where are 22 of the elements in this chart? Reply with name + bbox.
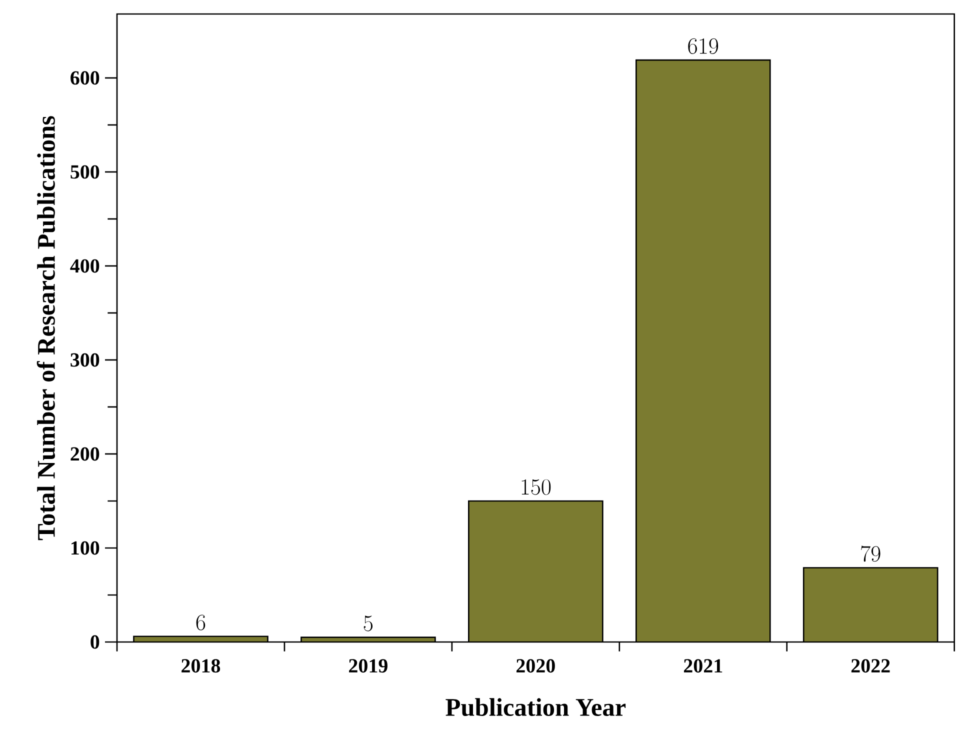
y-tick-label: 0 xyxy=(90,635,100,649)
data-label: 5 xyxy=(364,616,373,632)
bar xyxy=(636,60,770,642)
data-label: 79 xyxy=(861,546,880,562)
bar xyxy=(802,567,938,642)
data-label: 150 xyxy=(522,479,551,495)
bar xyxy=(468,500,603,642)
x-axis-title: Publication Year xyxy=(446,698,626,716)
x-tick-label: 2020 xyxy=(516,659,555,673)
x-tick-label: 2019 xyxy=(349,659,388,673)
y-tick-label: 400 xyxy=(70,259,100,273)
y-tick-label: 100 xyxy=(72,541,100,555)
x-tick-label: 2022 xyxy=(851,659,890,673)
y-tick-label: 600 xyxy=(70,71,100,85)
data-label: 619 xyxy=(688,38,718,54)
y-tick-label: 500 xyxy=(70,165,100,179)
data-label: 6 xyxy=(196,614,206,630)
y-tick-label: 200 xyxy=(70,447,100,461)
x-tick-label: 2021 xyxy=(684,659,722,673)
y-tick-label: 300 xyxy=(70,353,100,367)
y-axis-title: Total Number of Research Publications xyxy=(36,116,56,540)
x-tick-label: 2018 xyxy=(182,659,220,673)
